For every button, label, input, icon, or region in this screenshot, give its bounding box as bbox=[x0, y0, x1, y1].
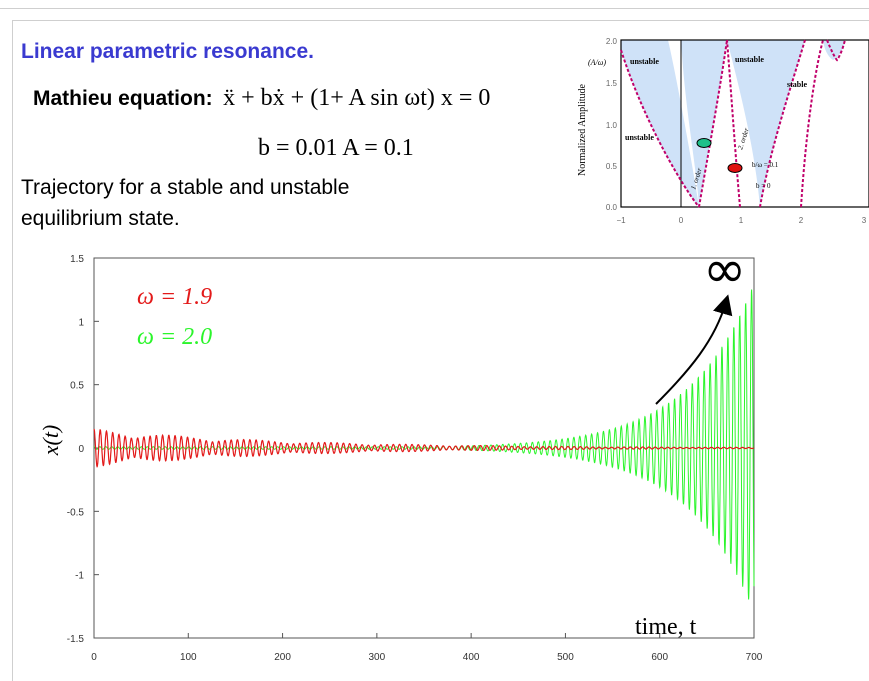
slide-caption: Trajectory for a stable and unstable equ… bbox=[21, 172, 481, 234]
x-tick-label: 200 bbox=[274, 652, 291, 661]
y-tick-3: 1.5 bbox=[606, 79, 618, 88]
slide-frame bbox=[12, 20, 869, 681]
parameter-values: b = 0.01 A = 0.1 bbox=[258, 135, 414, 161]
x-tick-label: 0 bbox=[91, 652, 97, 661]
y-tick-label: -1 bbox=[75, 571, 84, 582]
legend-omega-1-9: ω = 1.9 bbox=[137, 284, 212, 310]
x-tick-1: 0 bbox=[679, 216, 684, 225]
x-tick-label: 100 bbox=[180, 652, 197, 661]
time-series-chart: 1.5 1 0.5 0 -0.5 -1 -1.5 0 100 200 300 400 500 600 70… bbox=[38, 250, 763, 661]
x-tick-label: 400 bbox=[463, 652, 480, 661]
legend-omega-2-0: ω = 2.0 bbox=[137, 324, 212, 350]
boundary-curve-3 bbox=[726, 39, 741, 208]
slide-title: Linear parametric resonance. bbox=[21, 40, 314, 63]
x-tick-label: 300 bbox=[369, 652, 386, 661]
y-axis-ticks: 1.5 1 0.5 0 -0.5 -1 -1.5 bbox=[67, 254, 99, 645]
green-marker bbox=[696, 138, 712, 148]
red-marker bbox=[727, 163, 743, 173]
unstable-region-second-order bbox=[727, 40, 805, 207]
equation-label: Mathieu equation: bbox=[33, 87, 213, 110]
stability-diagram: unstable unstable unstable stable 1. ord… bbox=[575, 30, 869, 230]
region-label-stable: stable bbox=[787, 80, 807, 89]
stability-y-axis-fraction: (A/ω) bbox=[588, 58, 606, 67]
x-tick-0: −1 bbox=[616, 216, 626, 225]
y-axis-label: x(t) bbox=[38, 425, 63, 457]
y-tick-label: -0.5 bbox=[67, 507, 85, 518]
x-axis-label: time, t bbox=[635, 614, 697, 640]
y-tick-1: 0.5 bbox=[606, 162, 618, 171]
x-tick-label: 600 bbox=[651, 652, 668, 661]
boundary-curve-2 bbox=[698, 39, 728, 208]
x-tick-3: 2 bbox=[799, 216, 804, 225]
damping-annotation-1: b/ω = 0.1 bbox=[752, 161, 779, 169]
boundary-curve-6 bbox=[826, 39, 846, 62]
caption-line-1: Trajectory for a stable and unstable bbox=[21, 176, 350, 199]
y-tick-label: 1 bbox=[78, 317, 84, 328]
growth-arrow bbox=[655, 294, 733, 405]
boundary-curve-1 bbox=[620, 49, 700, 208]
y-tick-label: 0.5 bbox=[70, 381, 84, 392]
y-tick-label: 1.5 bbox=[70, 254, 84, 265]
boundary-curve-5 bbox=[800, 39, 824, 208]
top-divider bbox=[0, 0, 869, 9]
region-label-unstable-2: unstable bbox=[735, 55, 764, 64]
x-tick-2: 1 bbox=[739, 216, 744, 225]
unstable-region-left bbox=[621, 40, 699, 207]
series-layer bbox=[93, 289, 755, 600]
stability-axes-frame bbox=[620, 39, 869, 208]
boundary-curve-4 bbox=[759, 39, 806, 208]
region-label-unstable-1: unstable bbox=[630, 57, 659, 66]
stability-y-axis-label: Normalized Amplitude bbox=[577, 83, 588, 175]
equation-row: Mathieu equation: ẍ + bẋ + (1+ A sin ωt)… bbox=[33, 85, 490, 112]
mathieu-equation: ẍ + bẋ + (1+ A sin ωt) x = 0 bbox=[223, 85, 491, 111]
infinity-annotation: ∞ bbox=[703, 250, 746, 300]
damping-annotation-2: b = 0 bbox=[756, 182, 771, 190]
unstable-region-first-order bbox=[681, 40, 727, 207]
x-tick-label: 500 bbox=[557, 652, 574, 661]
y-tick-2: 1.0 bbox=[606, 121, 618, 130]
caption-line-2: equilibrium state. bbox=[21, 207, 180, 230]
y-tick-4: 2.0 bbox=[606, 37, 618, 46]
series-omega-1-9 bbox=[93, 428, 755, 468]
region-label-unstable-3: unstable bbox=[625, 133, 654, 142]
x-axis-ticks: 0 100 200 300 400 500 600 700 bbox=[91, 633, 763, 661]
y-tick-0: 0.0 bbox=[606, 203, 618, 212]
x-tick-label: 700 bbox=[746, 652, 763, 661]
y-tick-label: -1.5 bbox=[67, 634, 85, 645]
y-tick-label: 0 bbox=[78, 444, 84, 455]
x-tick-4: 3 bbox=[862, 216, 867, 225]
